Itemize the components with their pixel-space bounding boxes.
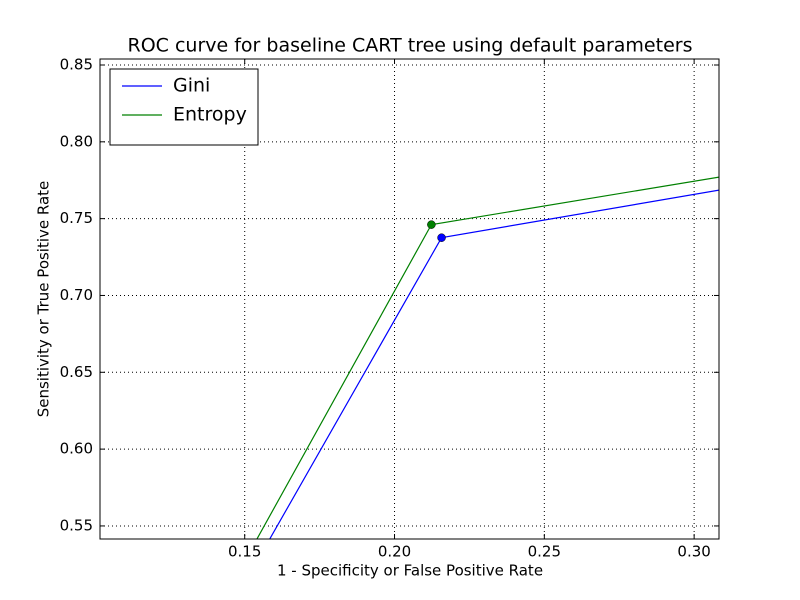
point xyxy=(437,233,446,242)
y-tick-label: 0.55 xyxy=(60,516,93,534)
x-tick-label: 0.25 xyxy=(528,543,561,561)
y-tick-label: 0.85 xyxy=(60,55,93,73)
y-tick-label: 0.75 xyxy=(60,209,93,227)
y-tick-label: 0.60 xyxy=(60,440,93,458)
legend-label: Gini xyxy=(173,75,210,97)
x-tick-label: 0.30 xyxy=(677,543,710,561)
x-tick-label: 0.15 xyxy=(228,543,261,561)
plot-frame xyxy=(99,58,720,540)
chart-title: ROC curve for baseline CART tree using d… xyxy=(128,35,693,57)
legend-label: Entropy xyxy=(173,104,247,126)
y-tick-label: 0.70 xyxy=(60,286,93,304)
x-tick-label: 0.20 xyxy=(378,543,411,561)
legend-box xyxy=(109,68,259,146)
y-axis-label: Sensitivity or True Positive Rate xyxy=(35,181,53,418)
y-tick-label: 0.65 xyxy=(60,363,93,381)
y-tick-label: 0.80 xyxy=(60,132,93,150)
point xyxy=(427,220,436,229)
x-axis-label: 1 - Specificity or False Positive Rate xyxy=(277,562,543,580)
